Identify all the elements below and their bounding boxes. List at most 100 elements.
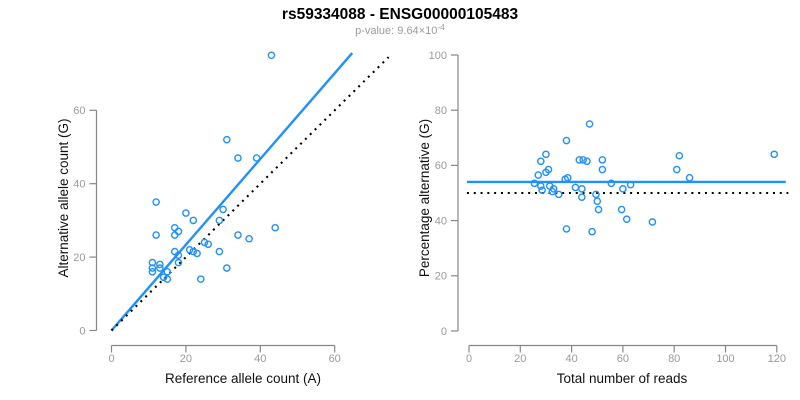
data-point [189, 216, 198, 225]
data-point [174, 258, 183, 267]
data-point [617, 205, 626, 214]
data-point [200, 238, 209, 247]
data-point [578, 193, 586, 201]
x-tick-label: 40 [254, 353, 266, 365]
x-tick-label: 120 [768, 353, 786, 365]
x-tick-label: 0 [466, 353, 472, 365]
data-point [163, 275, 172, 283]
x-tick-label: 80 [668, 353, 680, 365]
y-tick-label: 40 [435, 215, 447, 227]
data-point [537, 157, 545, 166]
data-point [174, 251, 183, 260]
data-point [148, 264, 157, 272]
data-point [267, 51, 276, 60]
data-point [163, 267, 172, 276]
data-point [196, 275, 205, 283]
data-point [174, 227, 183, 236]
left-y-axis-label: Alternative allele count (G) [56, 118, 71, 277]
right-y-axis-label: Percentage alternative (G) [417, 119, 432, 277]
data-point [571, 183, 580, 192]
data-point [189, 247, 198, 256]
data-point [554, 190, 563, 199]
x-tick-label: 20 [180, 353, 192, 365]
data-point [170, 231, 179, 239]
data-point [204, 240, 213, 249]
data-point [245, 234, 253, 243]
left-x-axis-label: Reference allele count (A) [165, 371, 321, 386]
data-point [579, 156, 587, 164]
data-point [152, 231, 160, 239]
data-point [252, 154, 261, 162]
data-point [575, 156, 584, 164]
data-point [223, 264, 231, 272]
x-tick-label: 40 [565, 353, 577, 365]
data-point [675, 151, 684, 160]
data-point [185, 245, 194, 254]
y-tick-label: 20 [435, 271, 447, 283]
data-point [542, 168, 550, 177]
data-point [598, 165, 607, 174]
data-point [583, 157, 591, 166]
x-tick-label: 20 [514, 353, 526, 365]
data-point [219, 205, 227, 214]
data-point [542, 150, 550, 159]
x-tick-label: 0 [108, 353, 114, 365]
y-tick-label: 0 [441, 326, 447, 338]
data-point [530, 179, 539, 188]
right-scatter-plot: 0 20 40 60 80 100 0 20 40 60 80 100 120 Total number… [417, 50, 789, 386]
data-point [215, 216, 224, 225]
data-point [182, 209, 190, 217]
left-plot-content: 0 20 40 60 0 20 40 60 [73, 51, 390, 365]
data-point [592, 190, 600, 199]
data-point [578, 185, 586, 193]
pvalue-text: p-value: 9.64×10 [355, 25, 437, 37]
y-tick-label: 20 [73, 252, 85, 264]
data-point [593, 197, 602, 206]
data-point [585, 120, 594, 128]
data-point [193, 249, 201, 258]
data-point [619, 185, 627, 193]
chart-subtitle: p-value: 9.64×10-4 [355, 22, 445, 37]
data-point [626, 180, 635, 189]
right-plot-content: 0 20 40 60 80 100 0 20 40 60 80 100 120 [429, 50, 789, 365]
data-point [538, 186, 546, 195]
fit-line [110, 52, 354, 332]
data-point [534, 171, 543, 179]
data-point [234, 231, 242, 239]
data-point [159, 273, 168, 282]
data-point [594, 205, 603, 214]
x-tick-label: 60 [617, 353, 629, 365]
data-point [770, 150, 779, 159]
data-point [537, 182, 545, 190]
x-tick-label: 60 [329, 353, 341, 365]
data-point [152, 198, 160, 206]
y-tick-label: 100 [429, 50, 447, 62]
data-point [563, 174, 572, 182]
data-point [562, 225, 571, 233]
data-point [622, 215, 631, 224]
data-point [648, 218, 657, 226]
data-point [607, 179, 616, 188]
data-point [685, 174, 694, 182]
data-point [548, 187, 557, 196]
data-point [672, 165, 681, 174]
data-point [562, 136, 571, 145]
data-point [215, 247, 224, 256]
data-point [170, 247, 179, 256]
x-tick-label: 100 [716, 353, 734, 365]
data-point [234, 154, 242, 162]
data-point [156, 260, 164, 269]
y-tick-label: 60 [73, 105, 85, 117]
y-tick-label: 0 [79, 325, 85, 337]
data-point [223, 135, 231, 144]
chart-title: rs59334088 - ENSG00000105483 [282, 6, 519, 23]
data-point [271, 223, 279, 232]
data-point [156, 264, 164, 272]
y-tick-label: 80 [435, 105, 447, 117]
identity-line [110, 56, 390, 332]
data-point [148, 267, 157, 276]
left-scatter-plot: 0 20 40 60 0 20 40 60 Reference allele count (A… [56, 51, 390, 386]
data-point [588, 227, 596, 236]
